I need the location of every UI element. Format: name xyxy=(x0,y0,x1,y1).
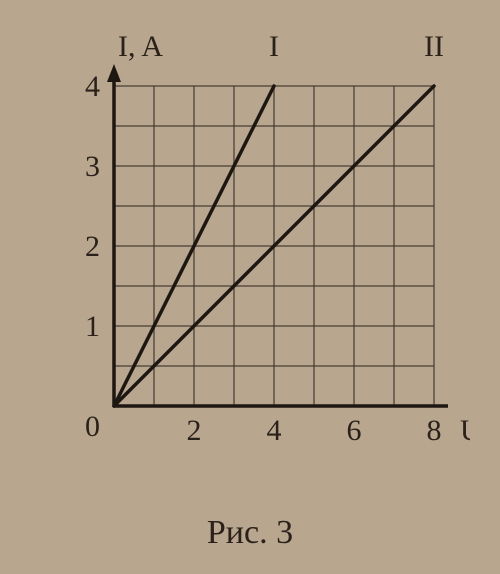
svg-text:2: 2 xyxy=(85,230,100,263)
svg-text:6: 6 xyxy=(347,414,362,447)
svg-text:2: 2 xyxy=(187,414,202,447)
svg-text:0: 0 xyxy=(85,410,100,443)
figure-caption: Рис. 3 xyxy=(207,514,293,552)
svg-text:I, A: I, A xyxy=(118,30,163,63)
svg-text:8: 8 xyxy=(427,414,442,447)
chart-svg: 123424680I, AU,III xyxy=(30,22,470,502)
svg-text:1: 1 xyxy=(85,310,100,343)
svg-text:4: 4 xyxy=(85,70,100,103)
svg-text:4: 4 xyxy=(267,414,282,447)
svg-text:U: U xyxy=(460,414,470,447)
iv-chart: 123424680I, AU,III xyxy=(30,22,470,502)
svg-text:3: 3 xyxy=(85,150,100,183)
svg-text:I: I xyxy=(269,30,279,63)
svg-text:II: II xyxy=(424,30,444,63)
